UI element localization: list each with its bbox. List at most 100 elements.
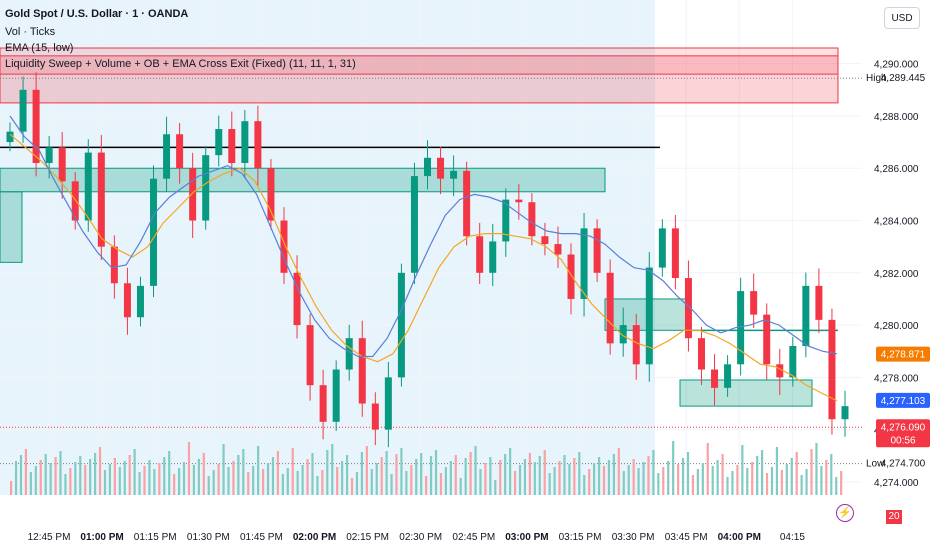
volume-bar bbox=[212, 470, 215, 495]
price-label: 4,277.103 bbox=[881, 396, 926, 407]
candle bbox=[515, 199, 523, 203]
volume-bar bbox=[311, 453, 314, 495]
volume-bar bbox=[662, 467, 665, 495]
candle bbox=[345, 338, 353, 370]
candle bbox=[541, 236, 549, 245]
y-tick-label: 4,290.000 bbox=[874, 60, 919, 71]
volume-bar bbox=[840, 471, 843, 495]
volume-bar bbox=[449, 461, 452, 495]
indicator-liquidity-label[interactable]: Liquidity Sweep + Volume + OB + EMA Cros… bbox=[5, 58, 356, 70]
volume-bar bbox=[716, 460, 719, 495]
volume-bar bbox=[765, 473, 769, 495]
candle bbox=[554, 244, 562, 255]
volume-bar bbox=[163, 457, 166, 495]
volume-bar bbox=[751, 462, 754, 495]
x-tick-label: 01:30 PM bbox=[187, 532, 230, 543]
volume-bar bbox=[805, 469, 808, 495]
volume-bar bbox=[49, 463, 52, 495]
indicator-volume-label[interactable]: Vol · Ticks bbox=[5, 26, 56, 38]
candle bbox=[384, 377, 392, 430]
candle bbox=[71, 181, 79, 221]
volume-bar bbox=[24, 449, 28, 495]
volume-bar bbox=[509, 448, 512, 495]
candle bbox=[593, 228, 601, 273]
volume-bar bbox=[153, 469, 156, 495]
supply-zone bbox=[0, 55, 839, 104]
volume-bar bbox=[242, 449, 245, 495]
volume-bar bbox=[578, 452, 581, 495]
volume-bar bbox=[207, 476, 210, 495]
volume-bar bbox=[103, 470, 107, 495]
volume-bar bbox=[494, 480, 497, 495]
volume-bar bbox=[44, 454, 47, 495]
volume-bar bbox=[59, 451, 62, 495]
volume-bar bbox=[34, 466, 37, 495]
candle bbox=[684, 278, 692, 339]
volume-bar bbox=[548, 473, 551, 495]
volume-bar bbox=[825, 460, 828, 495]
candle bbox=[397, 272, 405, 378]
volume-bar bbox=[98, 447, 102, 495]
candle bbox=[724, 364, 732, 388]
candle bbox=[789, 346, 797, 378]
candle bbox=[697, 338, 705, 370]
candle bbox=[371, 403, 379, 430]
volume-bar bbox=[439, 473, 443, 495]
volume-bar bbox=[108, 464, 112, 495]
volume-bar bbox=[780, 470, 783, 495]
price-label: 4,289.445 bbox=[881, 73, 926, 84]
candle bbox=[306, 325, 314, 386]
volume-bar bbox=[696, 469, 699, 495]
volume-bar bbox=[113, 458, 116, 495]
candle bbox=[489, 241, 497, 273]
candle bbox=[606, 272, 614, 344]
volume-bar bbox=[672, 441, 675, 495]
x-tick-label: 03:30 PM bbox=[612, 532, 655, 543]
volume-bar bbox=[370, 469, 373, 495]
volume-bar bbox=[69, 468, 72, 495]
x-tick-label: 12:45 PM bbox=[28, 532, 71, 543]
volume-bar bbox=[84, 465, 87, 495]
volume-bar bbox=[158, 463, 161, 495]
x-tick-label: 03:15 PM bbox=[559, 532, 602, 543]
volume-bar bbox=[316, 476, 319, 495]
volume-bar bbox=[513, 471, 517, 495]
symbol-title[interactable]: Gold Spot / U.S. Dollar · 1 · OANDA bbox=[5, 8, 189, 20]
volume-bar bbox=[533, 462, 536, 495]
currency-button[interactable]: USD bbox=[884, 7, 920, 29]
volume-bar bbox=[706, 443, 709, 495]
ema-fast-line bbox=[9, 115, 838, 358]
lightning-icon[interactable]: ⚡ bbox=[836, 504, 854, 522]
volume-bar bbox=[686, 452, 690, 495]
volume-bar bbox=[583, 475, 586, 495]
volume-bar bbox=[820, 466, 823, 495]
candle bbox=[658, 228, 666, 268]
volume-bar bbox=[568, 464, 571, 495]
volume-bar bbox=[810, 449, 813, 495]
volume-bar bbox=[276, 451, 280, 495]
volume-bar bbox=[19, 455, 23, 495]
volume-bar bbox=[237, 455, 240, 495]
volume-bar bbox=[499, 460, 502, 495]
volume-bar bbox=[39, 460, 42, 495]
volume-bar bbox=[593, 463, 596, 495]
price-prefix: High bbox=[866, 73, 887, 84]
volume-bar bbox=[622, 471, 625, 495]
volume-bar bbox=[756, 456, 759, 495]
candle bbox=[254, 121, 262, 169]
volume-bar bbox=[617, 448, 620, 495]
volume-bar bbox=[677, 464, 680, 495]
volume-bar bbox=[29, 472, 32, 495]
y-tick-label: 4,278.000 bbox=[874, 373, 919, 384]
candle bbox=[410, 176, 418, 273]
volume-bar bbox=[375, 463, 378, 495]
indicator-ema-label[interactable]: EMA (15, low) bbox=[5, 42, 74, 54]
volume-bar bbox=[815, 443, 818, 495]
volume-bar bbox=[380, 457, 383, 495]
volume-bar bbox=[405, 471, 408, 495]
volume-bar bbox=[247, 472, 250, 495]
x-tick-label: 01:15 PM bbox=[134, 532, 177, 543]
volume-bar bbox=[790, 458, 793, 495]
